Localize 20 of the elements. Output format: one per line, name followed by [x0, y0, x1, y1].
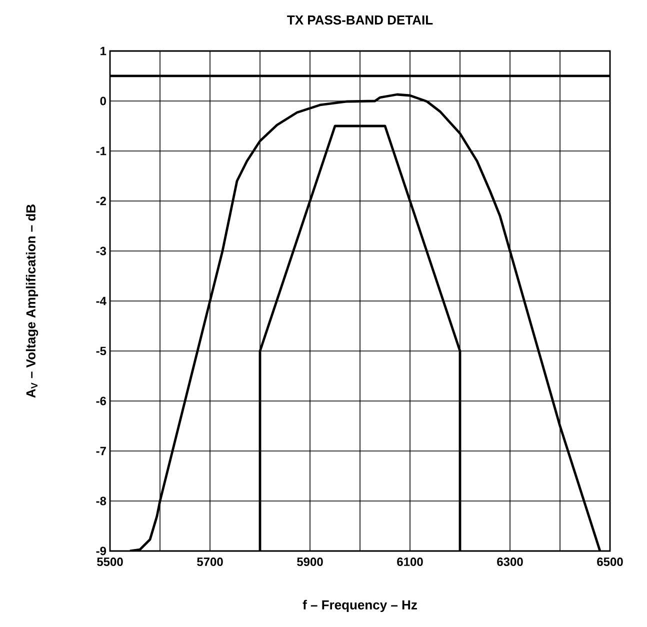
y-tick-label: -1 — [96, 146, 106, 156]
y-tick-label: -4 — [96, 296, 106, 306]
y-tick-label: -9 — [96, 546, 106, 556]
chart-title: TX PASS-BAND DETAIL — [287, 15, 433, 25]
x-tick-label: 5500 — [97, 558, 123, 566]
x-tick-label: 6500 — [597, 558, 623, 566]
y-axis-title: A$_{V}$ – Voltage Amplification – dB — [26, 204, 38, 398]
x-tick-label: 5900 — [297, 558, 323, 566]
y-tick-label: -6 — [96, 396, 106, 406]
y-tick-label: -3 — [96, 246, 106, 256]
x-tick-label: 5700 — [197, 558, 223, 566]
y-tick-label: -5 — [96, 346, 106, 356]
x-tick-label: 6300 — [497, 558, 523, 566]
x-axis-title: f – Frequency – Hz — [302, 600, 417, 612]
y-tick-label: -8 — [96, 496, 106, 506]
x-tick-label: 6100 — [397, 558, 423, 566]
y-tick-label: 0 — [100, 96, 106, 106]
y-tick-label: -7 — [96, 446, 106, 456]
y-tick-label: -2 — [96, 196, 106, 206]
y-tick-label: 1 — [100, 46, 106, 56]
